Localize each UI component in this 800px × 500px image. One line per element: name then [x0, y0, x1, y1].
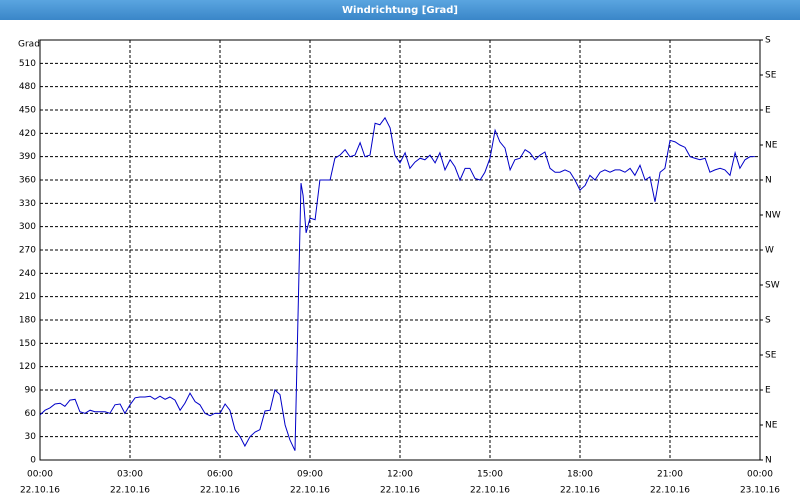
x-tick-date: 22.10.16: [290, 486, 330, 496]
y2-tick-label: E: [765, 386, 771, 396]
x-tick-label: 18:00: [567, 470, 593, 480]
x-tick-label: 09:00: [297, 470, 323, 480]
y-tick-label: 300: [19, 222, 36, 232]
y2-tick-label: NE: [765, 421, 778, 431]
y-tick-label: 240: [19, 269, 36, 279]
data-line: [39, 116, 755, 451]
x-tick-date: 22.10.16: [650, 486, 690, 496]
y2-tick-label: NE: [765, 141, 778, 151]
y-tick-label: 330: [19, 199, 36, 209]
x-tick-date: 22.10.16: [380, 486, 420, 496]
y-tick-label: 360: [19, 176, 36, 186]
y-tick-label: 450: [19, 106, 36, 116]
x-tick-label: 03:00: [117, 470, 143, 480]
x-tick-date: 23.10.16: [740, 486, 780, 496]
y-tick-label: 180: [19, 316, 36, 326]
y2-tick-label: W: [765, 246, 774, 256]
y-tick-label: 270: [19, 246, 36, 256]
chart-title: Windrichtung [Grad]: [342, 5, 458, 16]
y2-tick-label: NW: [765, 211, 781, 221]
x-tick-label: 06:00: [207, 470, 233, 480]
y-axis-label: Grad: [18, 40, 40, 50]
y2-tick-label: SE: [765, 351, 777, 361]
x-tick-date: 22.10.16: [470, 486, 510, 496]
y2-tick-label: N: [765, 456, 772, 466]
y-tick-label: 90: [25, 386, 37, 396]
x-tick-date: 22.10.16: [20, 486, 60, 496]
y2-tick-label: S: [765, 316, 771, 326]
x-tick-label: 00:00: [747, 470, 773, 480]
y-tick-label: 60: [25, 409, 37, 419]
y2-tick-label: SW: [765, 281, 780, 291]
y-tick-label: 480: [19, 82, 36, 92]
x-tick-label: 21:00: [657, 470, 683, 480]
title-bar: [0, 0, 800, 20]
y-tick-label: 390: [19, 152, 36, 162]
y-tick-label: 0: [30, 456, 36, 466]
y2-tick-label: SE: [765, 71, 777, 81]
y-tick-label: 120: [19, 362, 36, 372]
y2-tick-label: S: [765, 36, 771, 46]
y-tick-label: 210: [19, 292, 36, 302]
y-tick-label: 510: [19, 59, 36, 69]
x-tick-label: 15:00: [477, 470, 503, 480]
x-tick-label: 00:00: [27, 470, 53, 480]
y2-tick-label: E: [765, 106, 771, 116]
x-tick-date: 22.10.16: [200, 486, 240, 496]
y2-tick-label: N: [765, 176, 772, 186]
y-tick-label: 150: [19, 339, 36, 349]
x-tick-date: 22.10.16: [110, 486, 150, 496]
y-tick-label: 30: [25, 432, 37, 442]
x-tick-label: 12:00: [387, 470, 413, 480]
x-tick-date: 22.10.16: [560, 486, 600, 496]
y-tick-label: 420: [19, 129, 36, 139]
